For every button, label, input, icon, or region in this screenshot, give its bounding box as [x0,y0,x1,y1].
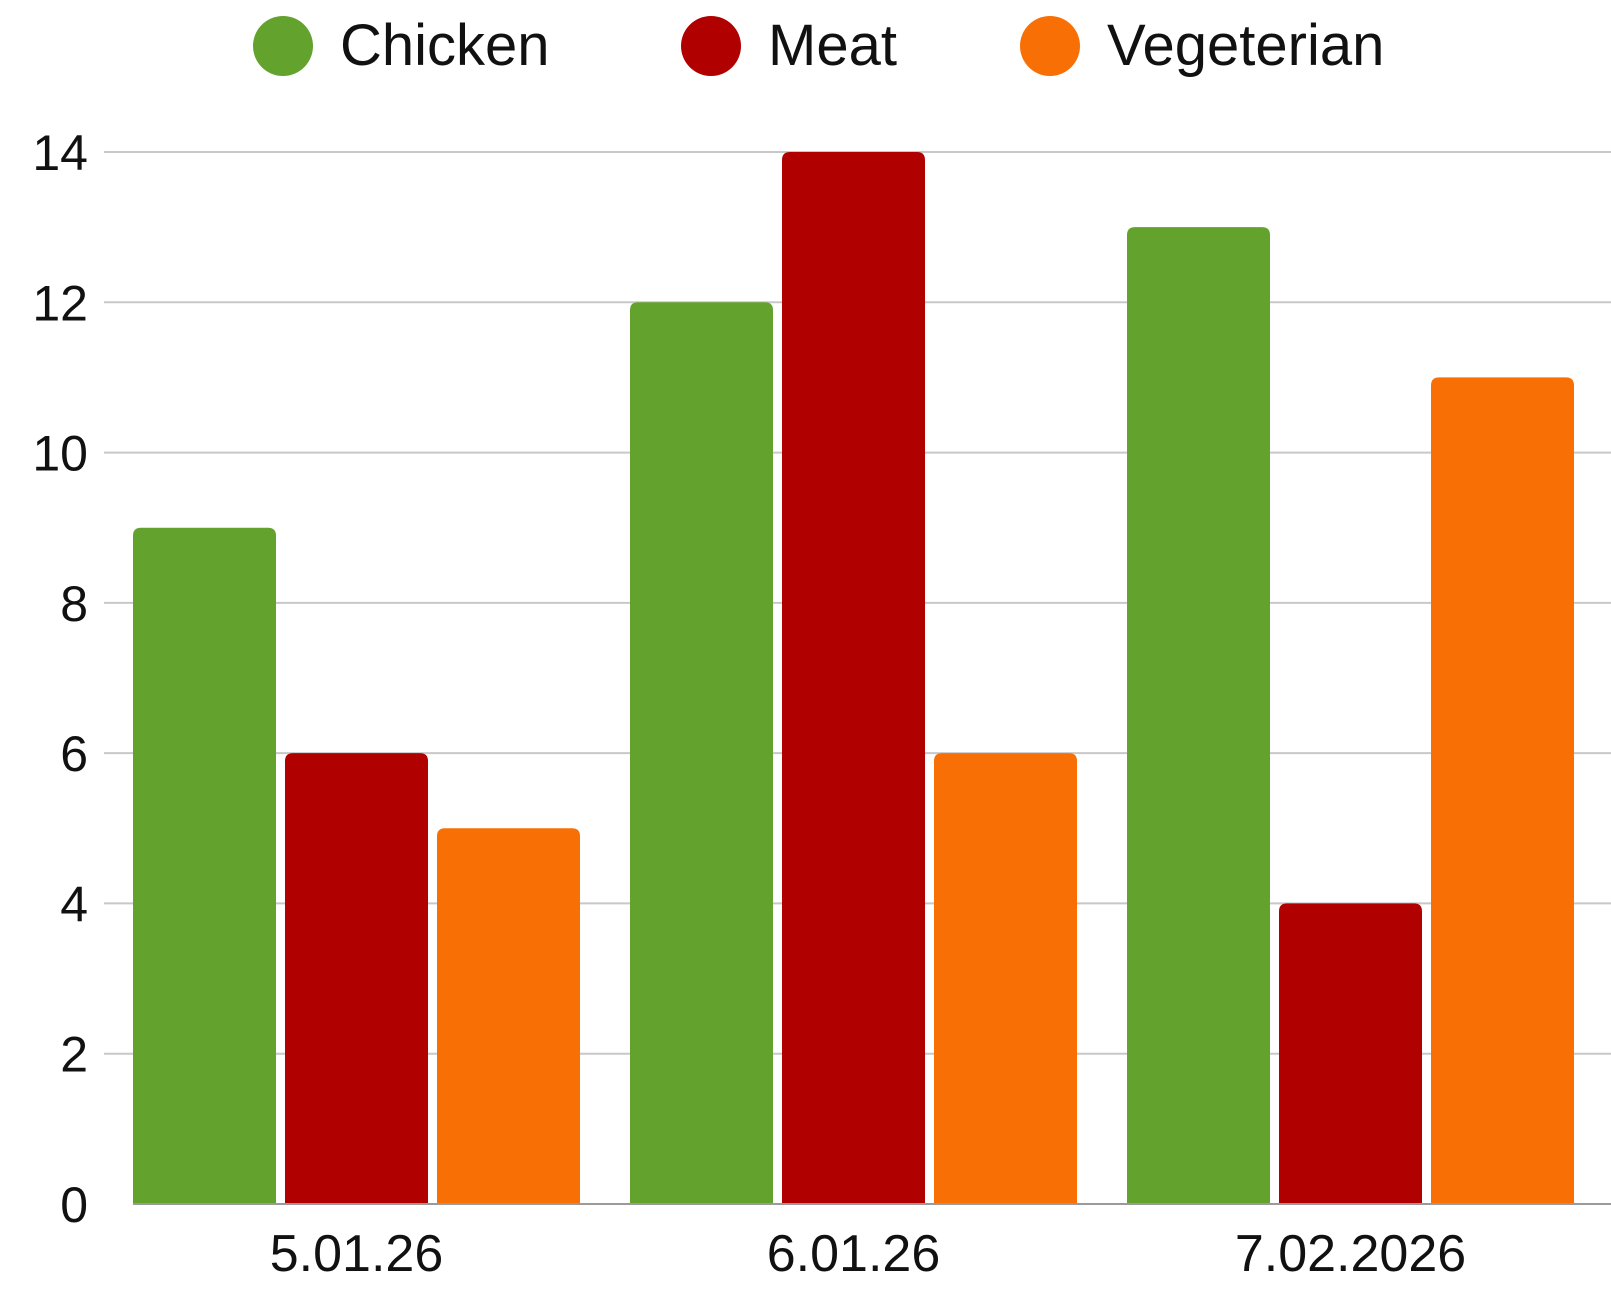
legend-label-meat: Meat [768,13,897,78]
bar-chicken-3 [1127,227,1270,1205]
y-tick-label: 14 [32,125,88,181]
bar-chicken-1 [133,527,276,1204]
y-tick-label: 6 [60,726,88,782]
y-tick-label: 4 [60,876,88,932]
bar-meat-2 [782,152,925,1204]
y-tick-label: 10 [32,426,88,482]
y-tick-label: 0 [60,1177,88,1233]
legend-swatch-meat [681,16,741,76]
x-axis-categories: 5.01.26 6.01.26 7.02.2026 [270,1225,1466,1283]
legend: Chicken Meat Vegeterian [253,13,1384,78]
legend-swatch-vegeterian [1020,16,1080,76]
y-tick-label: 12 [32,275,88,331]
y-tick-label: 2 [60,1027,88,1083]
bar-meat-1 [285,753,428,1204]
bar-meat-3 [1279,903,1422,1204]
bar-chicken-2 [630,302,773,1204]
bar-vegeterian-2 [934,753,1077,1204]
y-tick-label: 8 [60,576,88,632]
y-axis-ticks: 0 2 4 6 8 10 12 14 [32,125,88,1233]
bar-vegeterian-1 [437,828,580,1204]
x-category-label: 5.01.26 [270,1225,444,1283]
legend-label-chicken: Chicken [340,13,550,78]
x-category-label: 6.01.26 [767,1225,941,1283]
x-category-label: 7.02.2026 [1235,1225,1466,1283]
bars [133,152,1574,1205]
legend-swatch-chicken [253,16,313,76]
legend-label-vegeterian: Vegeterian [1107,13,1384,78]
bar-vegeterian-3 [1431,377,1574,1204]
